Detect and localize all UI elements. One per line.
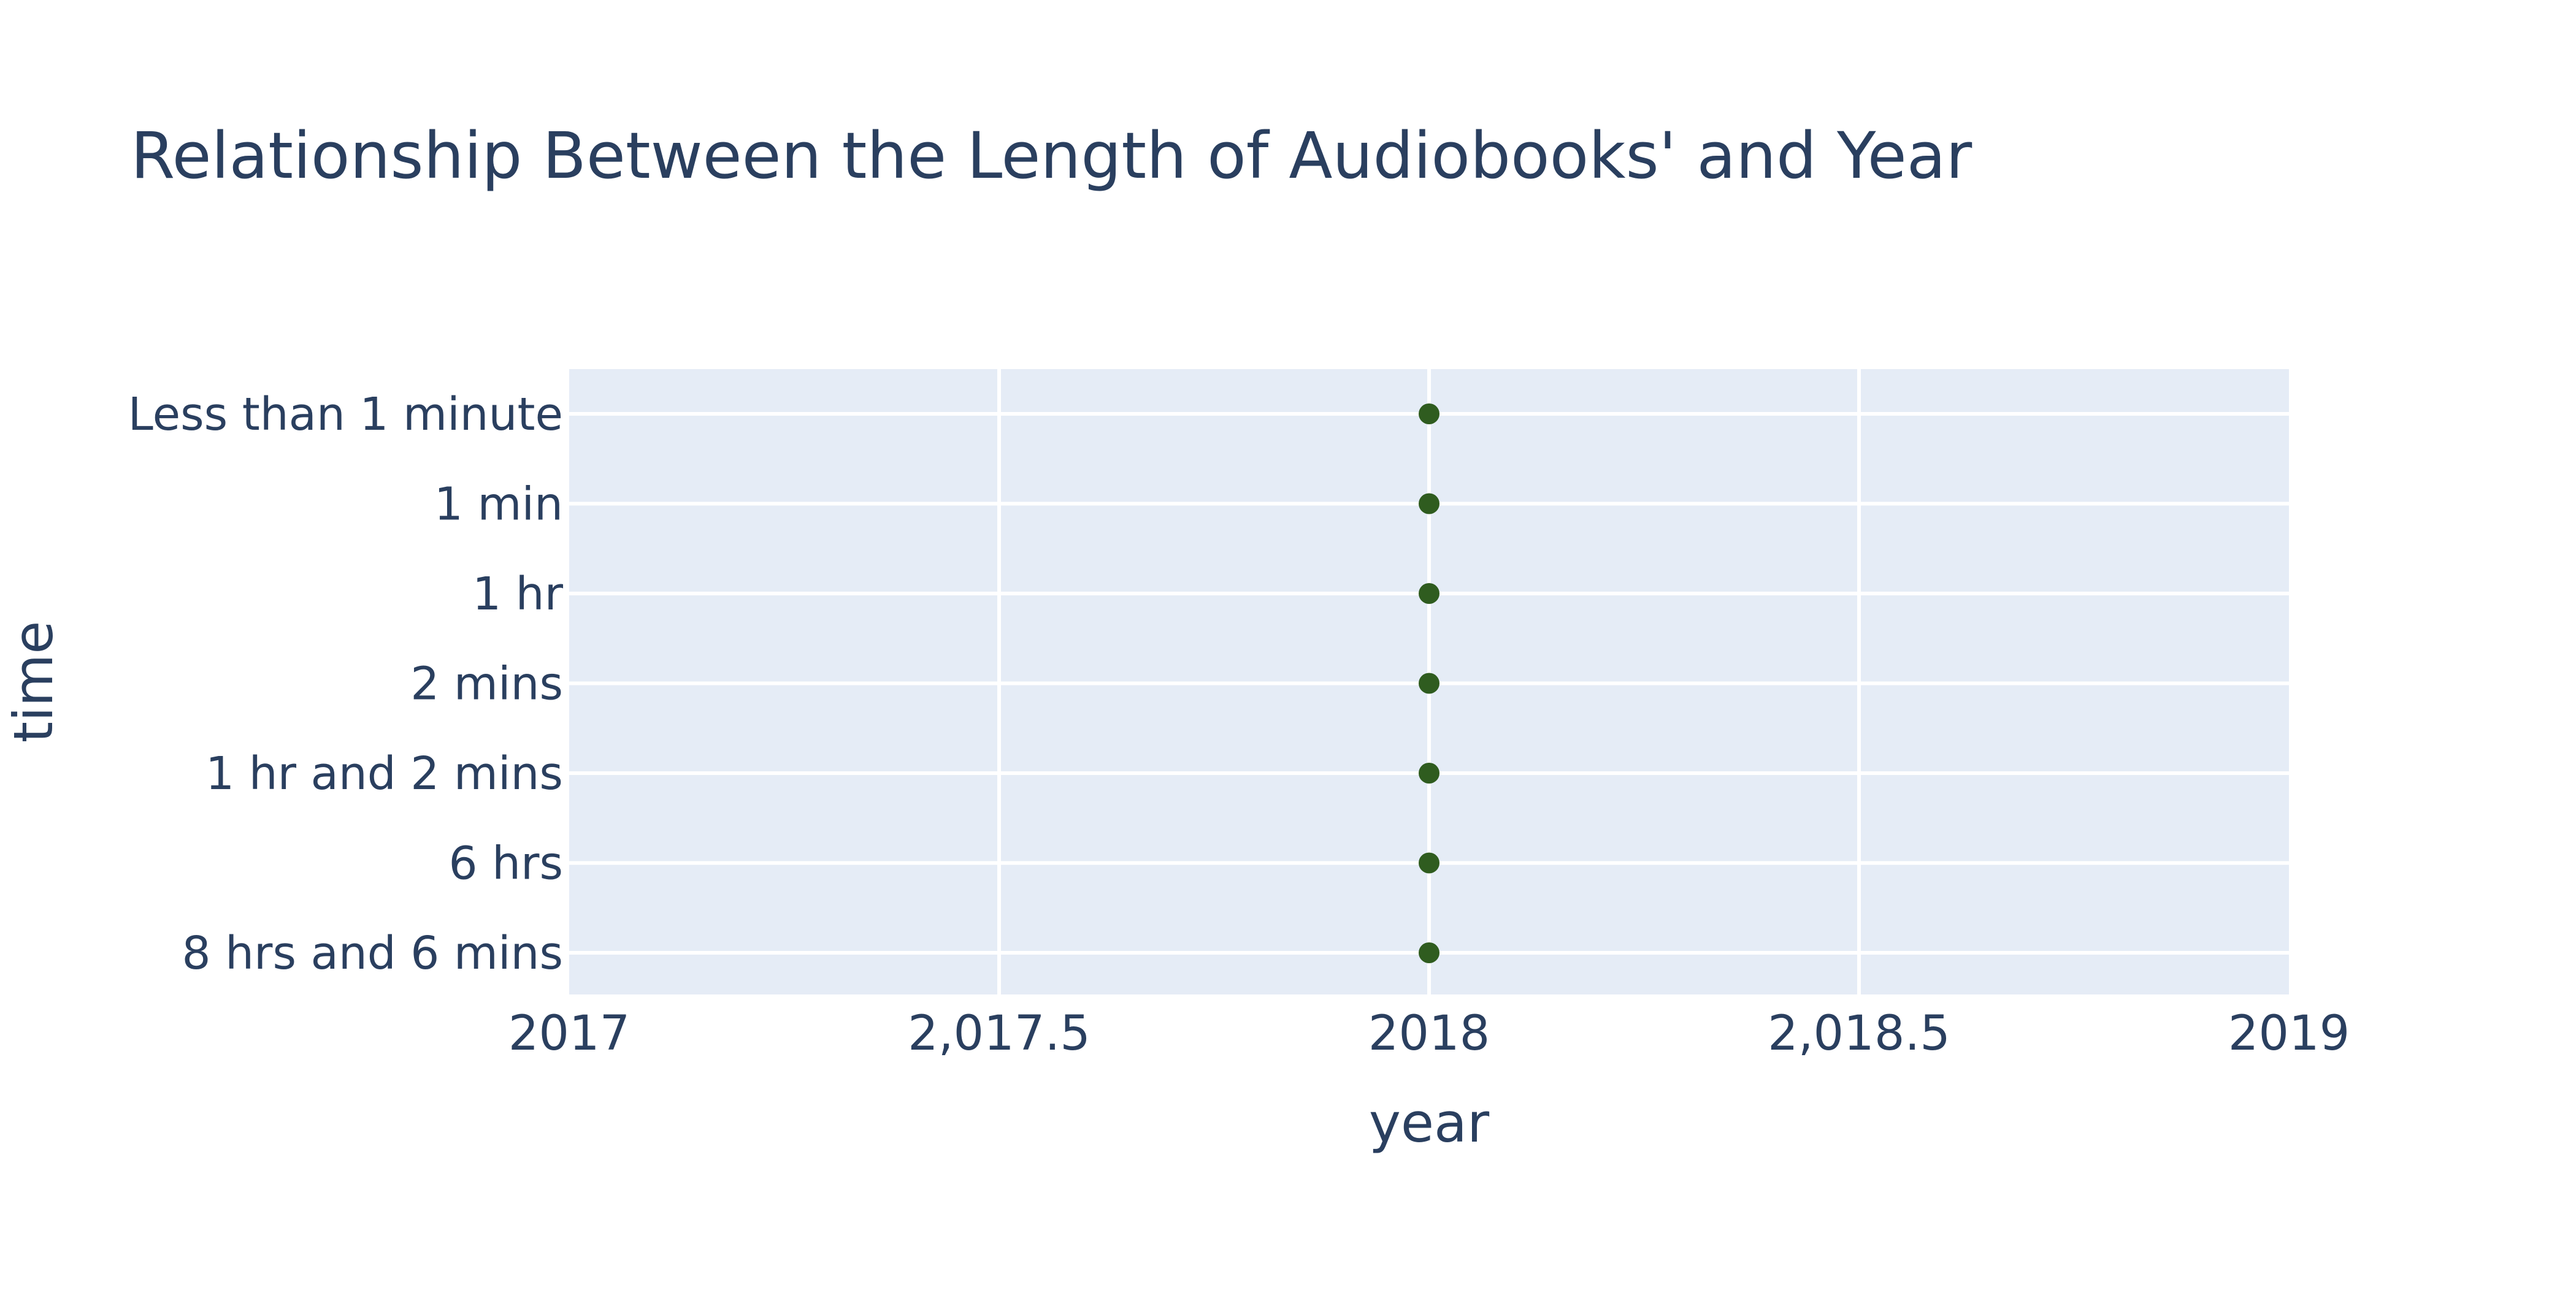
data-points	[1419, 403, 1439, 963]
x-axis-title: year	[1369, 1091, 1490, 1155]
x-tick-labels: 2017 2,017.5 2018 2,018.5 2019	[508, 1006, 2350, 1061]
x-tick-label: 2018	[1368, 1006, 1490, 1061]
y-tick-label: 1 min	[434, 478, 563, 531]
y-tick-label: 1 hr	[472, 568, 564, 620]
x-tick-label: 2019	[2228, 1006, 2350, 1061]
y-tick-label: 1 hr and 2 mins	[205, 747, 563, 800]
chart-title: Relationship Between the Length of Audio…	[131, 118, 1972, 193]
y-tick-label: 6 hrs	[449, 838, 563, 890]
y-tick-labels: Less than 1 minute 1 min 1 hr 2 mins 1 hr an…	[128, 388, 564, 980]
data-point[interactable]	[1419, 673, 1439, 694]
y-tick-label: 2 mins	[410, 658, 563, 711]
data-point[interactable]	[1419, 763, 1439, 784]
data-point[interactable]	[1419, 403, 1439, 424]
data-point[interactable]	[1419, 493, 1439, 514]
data-point[interactable]	[1419, 852, 1439, 874]
data-point[interactable]	[1419, 583, 1439, 604]
y-tick-label: Less than 1 minute	[128, 388, 563, 441]
x-tick-label: 2017	[508, 1006, 631, 1061]
x-tick-label: 2,017.5	[908, 1006, 1091, 1061]
y-tick-label: 8 hrs and 6 mins	[182, 927, 563, 980]
data-point[interactable]	[1419, 942, 1439, 963]
y-axis-title: time	[2, 621, 65, 743]
x-tick-label: 2,018.5	[1768, 1006, 1950, 1061]
